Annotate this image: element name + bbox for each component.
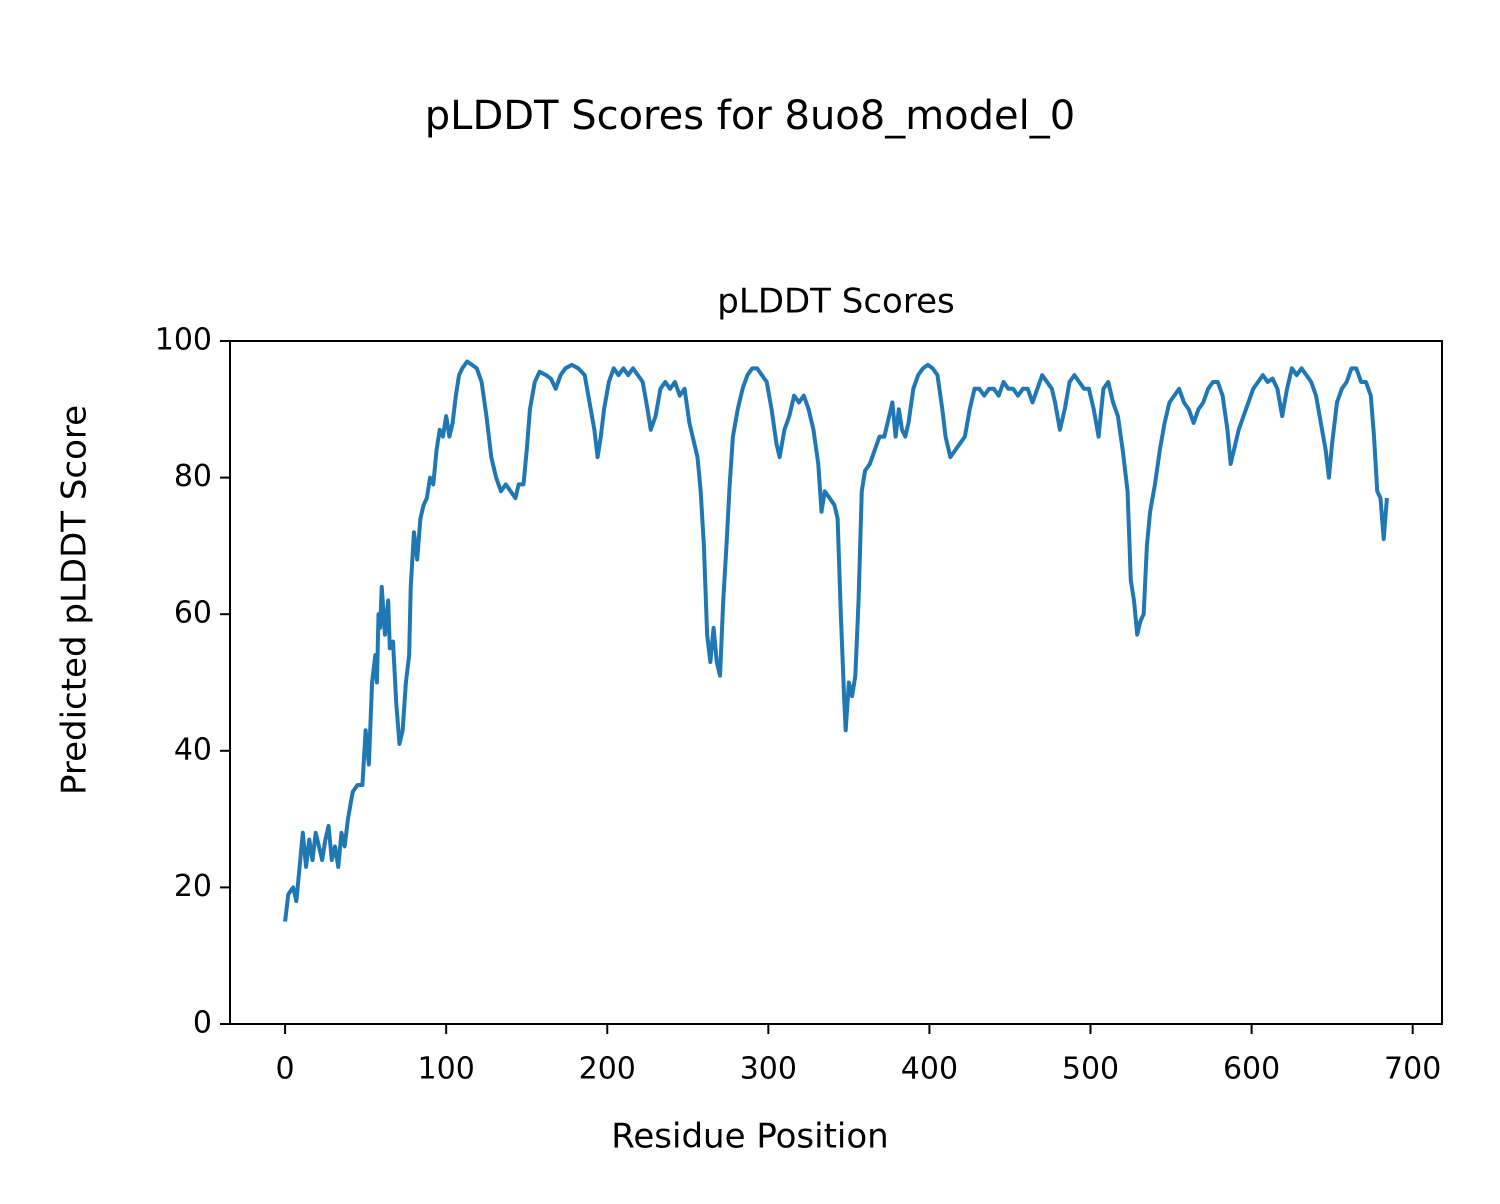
x-tick-label: 600: [1223, 1052, 1280, 1087]
x-tick-label: 700: [1384, 1052, 1441, 1087]
y-tick-label: 40: [174, 732, 212, 767]
x-tick-label: 0: [276, 1052, 295, 1087]
y-tick-label: 60: [174, 596, 212, 631]
y-tick-label: 20: [174, 869, 212, 904]
axes-title: pLDDT Scores: [717, 282, 954, 322]
y-tick-label: 100: [155, 323, 212, 358]
x-tick-label: 100: [418, 1052, 475, 1087]
x-tick-label: 500: [1062, 1052, 1119, 1087]
x-axis-label: Residue Position: [611, 1117, 888, 1157]
data-line: [283, 359, 1389, 922]
x-tick-label: 400: [901, 1052, 958, 1087]
y-tick-label: 80: [174, 459, 212, 494]
figure-title: pLDDT Scores for 8uo8_model_0: [425, 93, 1075, 139]
y-axis-label: Predicted pLDDT Score: [55, 405, 95, 795]
x-tick-label: 300: [740, 1052, 797, 1087]
y-tick-label: 0: [193, 1006, 212, 1041]
x-tick-label: 200: [579, 1052, 636, 1087]
axes-frame: [229, 340, 1443, 1025]
